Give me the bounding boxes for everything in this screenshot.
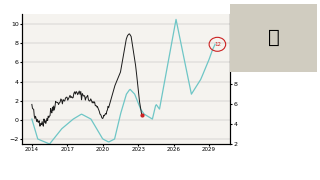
Text: 12: 12: [214, 42, 221, 47]
Text: 👤: 👤: [268, 28, 279, 47]
